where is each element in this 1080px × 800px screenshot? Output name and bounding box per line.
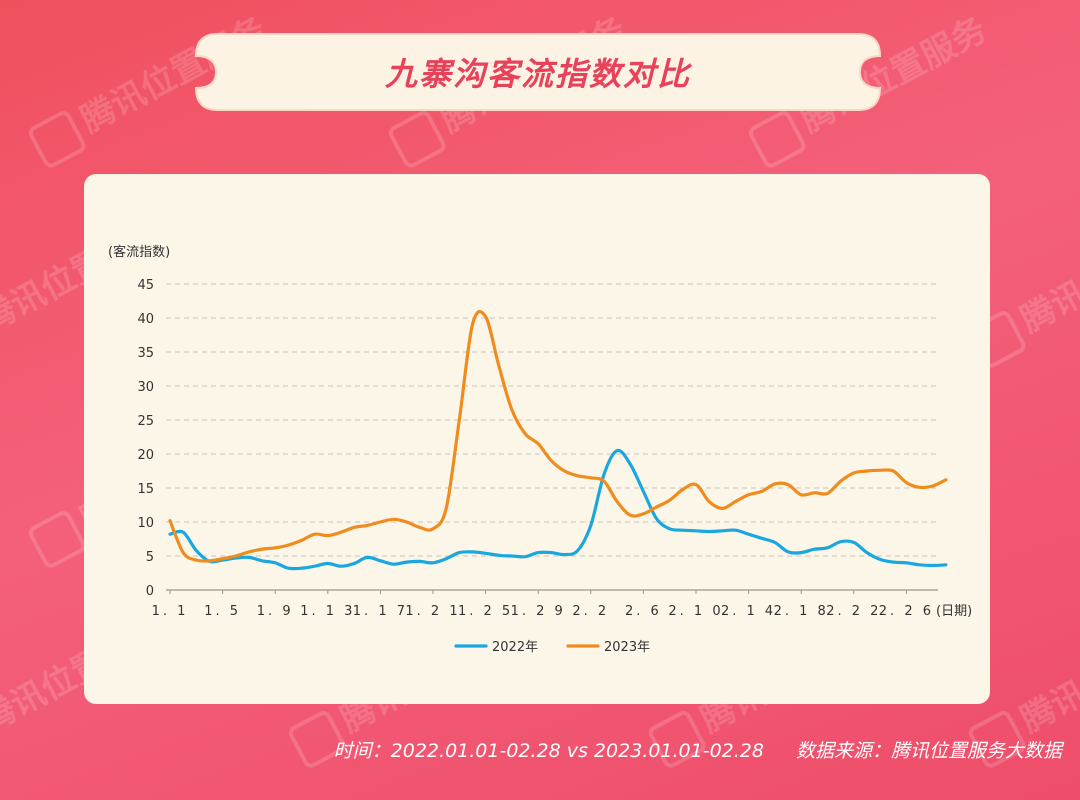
x-tick-label: 2. 1 0 [668,604,723,619]
x-tick-label: 2. 6 [625,604,662,619]
line-chart: (客流指数) 0 5 10 15 20 25 30 35 40 45 1. 1 1. 5 1. 9 1. 1… [108,244,972,655]
y-tick-label: 30 [137,380,154,395]
watermark-logo-icon [25,107,89,170]
x-tick-label: 1. 2 5 [458,604,513,619]
x-tick-label: 2. 2 [572,604,609,619]
legend-label-2023: 2023年 [604,640,650,655]
chart-panel: (客流指数) 0 5 10 15 20 25 30 35 40 45 1. 1 1. 5 1. 9 1. 1… [84,174,990,704]
footer-source-label: 数据来源： [795,740,891,762]
x-tick-label: 1. 1 [152,604,189,619]
x-tick-label: 1. 1 3 [300,604,355,619]
x-tick-label: 1. 2 1 [405,604,460,619]
title-banner-shape [194,33,882,111]
title-banner: 九寨沟客流指数对比 [188,26,888,118]
x-tick-label: 2. 1 8 [774,604,829,619]
x-tick-label: 1. 5 [204,604,241,619]
footer-time-label: 时间： [333,740,391,762]
legend-label-2022: 2022年 [492,640,538,655]
footer-source-value: 腾讯位置服务大数据 [890,740,1062,762]
y-tick-label: 35 [137,346,154,361]
x-tick-label: 1. 2 9 [511,604,566,619]
footer-caption: 时间：2022.01.01-02.28 vs 2023.01.01-02.28 数… [0,736,1062,763]
y-tick-label: 5 [146,550,154,565]
y-tick-label: 10 [137,516,154,531]
x-tick-label: 2. 2 6 [879,604,934,619]
y-tick-label: 0 [146,584,154,599]
y-axis-label: (客流指数) [108,244,170,260]
x-tick-label: 1. 9 [257,604,294,619]
series-line-2022 [168,448,948,571]
y-tick-label: 25 [137,414,154,429]
y-tick-label: 45 [137,278,154,293]
x-axis-label: (日期) [936,604,972,619]
series-line-2023 [168,310,948,563]
footer-time-value: 2022.01.01-02.28 vs 2023.01.01-02.28 [390,740,764,762]
x-tick-label: 2. 1 4 [721,604,776,619]
page-title: 九寨沟客流指数对比 [384,55,691,93]
y-tick-label: 15 [137,482,154,497]
x-tick-label: 1. 1 7 [353,604,408,619]
x-tick-label: 2. 2 2 [826,604,881,619]
y-tick-label: 40 [137,312,154,327]
y-tick-label: 20 [137,448,154,463]
watermark-logo-icon [25,507,89,570]
